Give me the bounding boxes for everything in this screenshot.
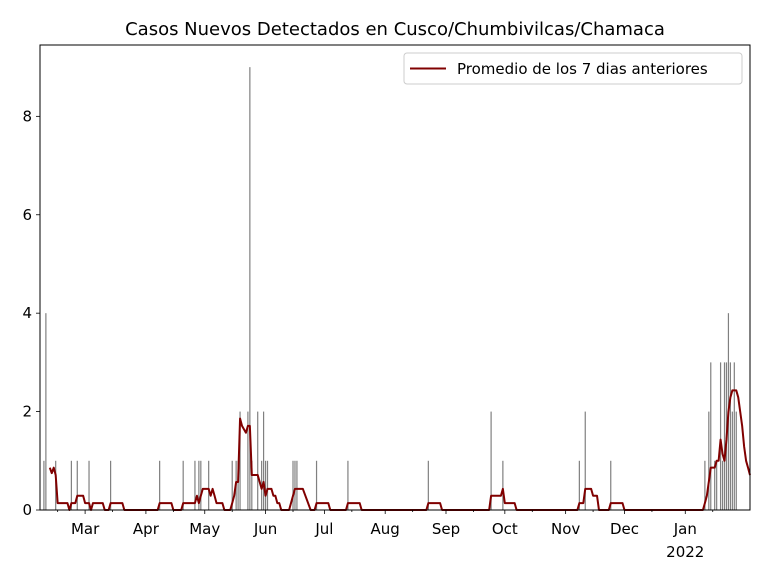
avg-line-group [48,389,751,511]
y-tick-label: 4 [22,304,32,322]
bar [43,460,45,510]
y-tick-label: 6 [22,206,32,224]
x-tick-label: Jun [253,520,277,538]
avg-line [48,389,751,511]
x-tick-label: Oct [492,520,518,538]
bar [231,460,233,510]
x-tick-sublabel: 2022 [666,543,704,561]
bar [208,460,210,510]
x-tick-label: Apr [133,520,160,538]
bar [502,460,504,510]
bar [45,313,47,510]
bar [584,411,586,510]
bar [719,362,722,510]
bar [88,460,90,510]
y-tick-label: 2 [22,403,32,421]
x-axis: Mar Apr May Jun Jul Aug Sep Oct Nov Dec Jan 2022 [57,510,714,561]
y-tick-label: 0 [22,501,32,519]
legend-box [403,52,743,85]
bar [200,460,202,510]
bar [731,411,733,510]
x-tick-label: May [189,520,220,538]
bar [729,362,731,510]
x-tick-label: Aug [371,520,400,538]
bar [721,460,724,510]
bar [490,411,492,510]
bar [198,460,200,510]
x-tick-label: Nov [551,520,580,538]
bar [239,411,241,510]
bar [610,460,612,510]
bar [292,460,294,510]
bar [251,460,253,510]
bar [708,411,710,510]
bar [110,460,112,510]
bar [70,460,72,510]
bar [427,460,429,510]
bar [347,460,349,510]
x-tick-label: Sep [432,520,460,538]
y-axis: 0 2 4 6 8 [22,107,40,519]
chart-title: Casos Nuevos Detectados en Cusco/Chumbiv… [125,19,665,40]
y-tick-label: 8 [22,107,32,125]
bar [76,460,78,510]
bar [296,460,298,510]
bar [249,67,251,510]
bar [266,460,269,510]
bar [710,362,712,510]
bar [237,460,239,510]
bar [194,460,196,510]
bar [733,362,735,510]
bar [704,460,706,510]
bar [264,460,267,510]
bar [257,411,259,510]
x-tick-label: Mar [71,520,100,538]
bar [735,411,737,510]
bar [182,460,184,510]
x-tick-label: Dec [610,520,639,538]
plot-frame [39,44,751,511]
bar [262,411,265,510]
legend-label: Promedio de los 7 dias anteriores [457,60,708,78]
x-tick-label: Jan [673,520,697,538]
bar [714,460,716,510]
x-tick-label: Jul [314,520,333,538]
bar [578,460,580,510]
bar [294,460,296,510]
bar [315,460,318,510]
bar [247,411,249,510]
bar [159,460,161,510]
bar [723,362,726,510]
bars-group [43,67,737,510]
bar [716,460,718,510]
legend: Promedio de los 7 dias anteriores [403,52,743,85]
